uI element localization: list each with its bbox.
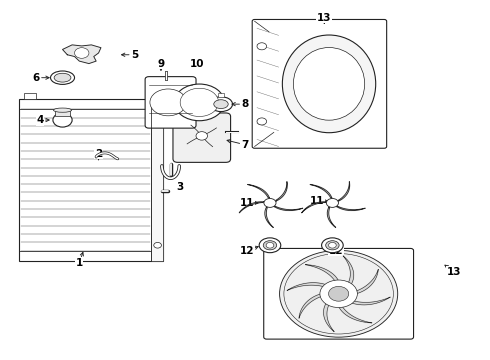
Text: 11: 11: [240, 198, 255, 208]
Text: 8: 8: [242, 99, 248, 109]
Circle shape: [196, 132, 208, 140]
Text: 9: 9: [157, 59, 165, 68]
Circle shape: [74, 48, 89, 58]
Polygon shape: [299, 294, 322, 318]
Text: 11: 11: [310, 196, 324, 206]
Polygon shape: [239, 202, 264, 213]
Polygon shape: [323, 303, 334, 332]
Text: 5: 5: [131, 50, 138, 60]
Text: 2: 2: [95, 149, 102, 158]
Text: 7: 7: [241, 140, 249, 150]
Ellipse shape: [321, 238, 343, 253]
Bar: [24, 93, 36, 99]
Ellipse shape: [214, 100, 228, 109]
Polygon shape: [274, 206, 303, 211]
Circle shape: [284, 253, 393, 334]
Ellipse shape: [50, 71, 74, 84]
Polygon shape: [310, 185, 332, 198]
Text: 12: 12: [329, 246, 343, 256]
Polygon shape: [287, 283, 326, 291]
Circle shape: [264, 198, 276, 207]
Polygon shape: [337, 206, 365, 211]
Circle shape: [326, 198, 339, 207]
Bar: [19, 99, 163, 261]
Circle shape: [174, 84, 224, 121]
Ellipse shape: [54, 73, 71, 82]
Text: 12: 12: [240, 246, 255, 256]
Text: 13: 13: [447, 267, 461, 277]
Polygon shape: [276, 181, 287, 201]
Bar: [55, 110, 70, 117]
Ellipse shape: [53, 113, 72, 127]
Bar: [218, 93, 224, 97]
Text: 3: 3: [176, 182, 184, 192]
Circle shape: [266, 242, 274, 248]
Ellipse shape: [294, 48, 365, 120]
Polygon shape: [343, 256, 354, 285]
Ellipse shape: [326, 241, 339, 250]
Polygon shape: [305, 265, 339, 281]
Text: 10: 10: [190, 59, 204, 68]
Bar: [151, 99, 163, 261]
FancyBboxPatch shape: [145, 77, 196, 128]
Polygon shape: [339, 306, 372, 323]
Circle shape: [257, 118, 267, 125]
FancyBboxPatch shape: [264, 248, 414, 339]
Circle shape: [329, 286, 349, 301]
Ellipse shape: [209, 97, 233, 112]
Polygon shape: [247, 185, 270, 198]
Polygon shape: [351, 297, 391, 305]
Polygon shape: [265, 207, 273, 228]
Polygon shape: [356, 269, 378, 294]
Circle shape: [280, 251, 398, 337]
Circle shape: [329, 242, 336, 248]
Polygon shape: [327, 207, 336, 228]
Circle shape: [257, 43, 267, 50]
Ellipse shape: [263, 241, 277, 250]
Polygon shape: [302, 202, 326, 213]
Polygon shape: [338, 181, 350, 201]
Ellipse shape: [259, 238, 281, 253]
Text: 6: 6: [32, 73, 40, 83]
Ellipse shape: [282, 35, 376, 133]
FancyBboxPatch shape: [173, 113, 231, 162]
Text: 1: 1: [76, 258, 83, 268]
Text: 4: 4: [36, 115, 44, 125]
Text: 13: 13: [317, 13, 331, 23]
Polygon shape: [63, 45, 101, 64]
Circle shape: [180, 88, 219, 117]
Circle shape: [154, 242, 161, 248]
Circle shape: [150, 89, 186, 116]
FancyBboxPatch shape: [252, 19, 387, 148]
Circle shape: [320, 280, 357, 307]
Ellipse shape: [53, 108, 72, 112]
